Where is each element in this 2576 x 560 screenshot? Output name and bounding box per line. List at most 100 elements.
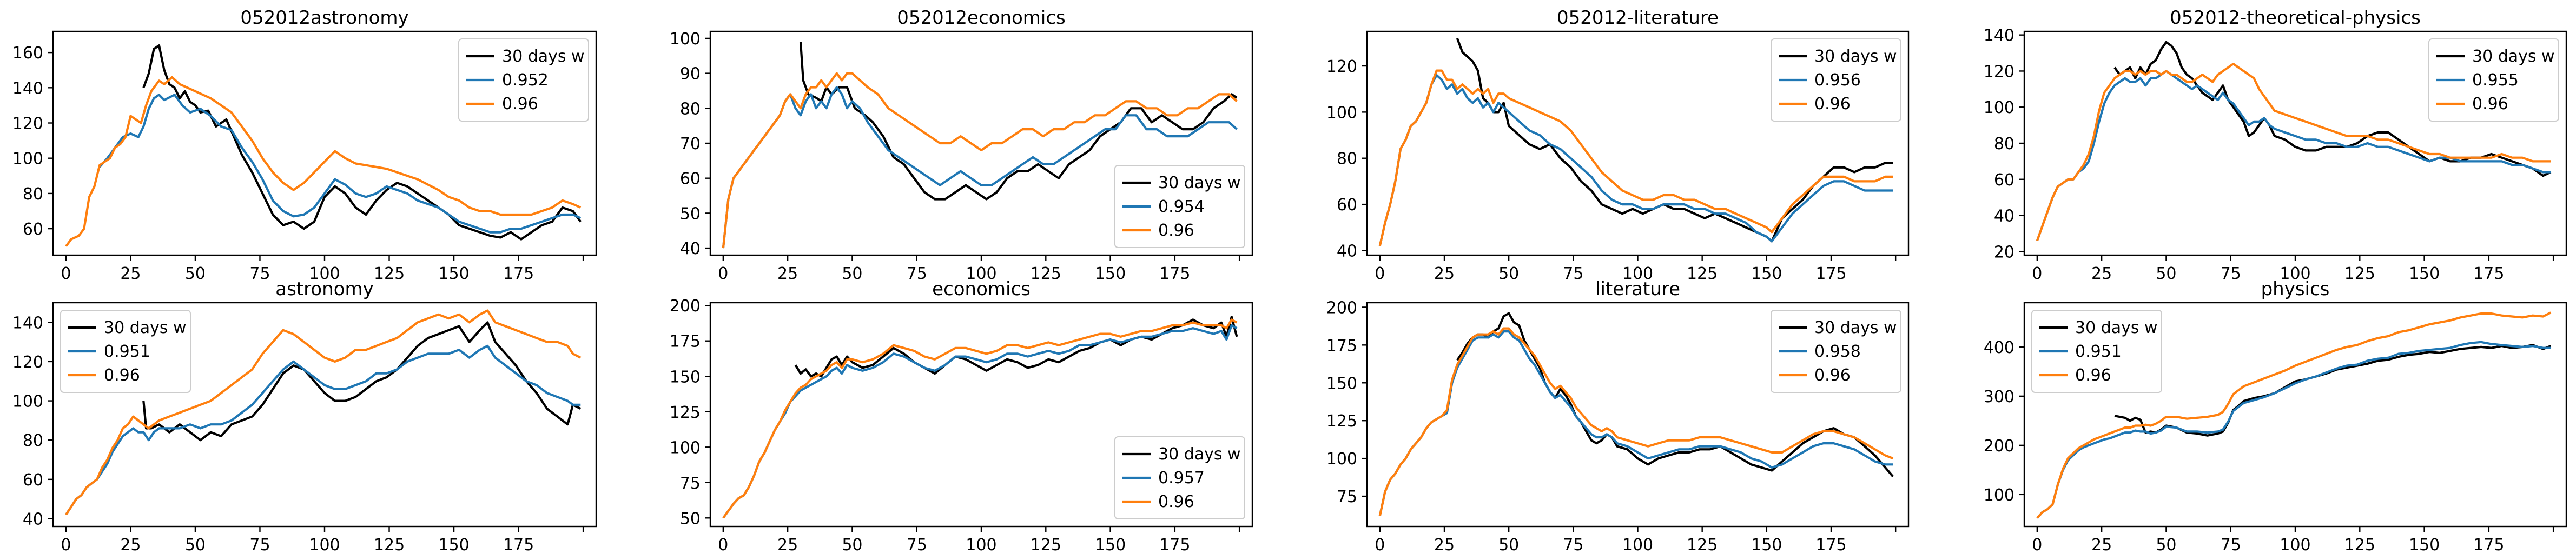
x-tick-label: 150: [1751, 536, 1782, 555]
x-tick-label: 100: [2280, 264, 2310, 283]
y-tick-label: 70: [680, 135, 701, 154]
series-line-0-96: [2036, 311, 2552, 519]
y-tick-label: 40: [23, 510, 43, 529]
subplot-title: economics: [932, 278, 1031, 300]
x-tick-label: 75: [1563, 264, 1583, 283]
x-tick-label: 25: [1434, 264, 1455, 283]
legend-label: 0.951: [104, 342, 150, 361]
x-tick-label: 0: [61, 536, 71, 555]
legend: 30 days w 0.954 0.96: [1114, 165, 1245, 248]
y-tick-label: 140: [12, 79, 43, 98]
legend-box: [1114, 436, 1245, 519]
legend-box: [1771, 310, 1901, 393]
y-tick-label: 120: [1984, 62, 2014, 81]
y-tick-label: 100: [670, 30, 701, 49]
legend-label: 0.96: [104, 366, 140, 385]
series-line-0-96: [2036, 63, 2551, 242]
subplot-7: literature 0 25 50 75 100 125 150 175 75 100 125 150…: [1326, 278, 1910, 555]
legend-label: 0.96: [2472, 95, 2508, 114]
legend-label: 0.956: [1814, 71, 1861, 90]
x-tick-label: 50: [842, 264, 862, 283]
y-tick-label: 90: [680, 65, 701, 84]
y-tick-label: 200: [1984, 437, 2014, 456]
x-tick-label: 25: [777, 536, 798, 555]
x-tick-label: 175: [1159, 536, 1190, 555]
y-tick-label: 60: [23, 220, 43, 239]
x-tick-label: 75: [2221, 536, 2241, 555]
y-tick-label: 120: [12, 115, 43, 134]
legend-box: [458, 38, 589, 122]
y-tick-label: 140: [1984, 26, 2014, 45]
x-tick-label: 0: [718, 264, 728, 283]
subplot-title: 052012economics: [897, 7, 1066, 29]
x-tick-label: 175: [1815, 264, 1846, 283]
x-tick-label: 150: [2409, 264, 2440, 283]
x-tick-label: 150: [438, 264, 469, 283]
x-tick-label: 75: [2221, 264, 2241, 283]
legend-label: 30 days w: [2472, 47, 2555, 66]
legend-label: 0.96: [1814, 366, 1851, 385]
legend-box: [1771, 38, 1901, 122]
x-tick-label: 25: [777, 264, 798, 283]
x-tick-label: 125: [1031, 536, 1061, 555]
x-tick-label: 175: [2473, 264, 2504, 283]
x-tick-label: 175: [2473, 536, 2504, 555]
x-tick-label: 50: [2156, 264, 2176, 283]
series-line-30-days-w: [142, 44, 582, 241]
y-tick-label: 50: [680, 204, 701, 223]
legend-label: 0.96: [1158, 221, 1194, 240]
legend-label: 0.96: [1814, 95, 1851, 114]
series-line-0-96: [722, 72, 1238, 249]
y-tick-label: 400: [1984, 338, 2014, 357]
legend: 30 days w 0.957 0.96: [1114, 436, 1245, 519]
y-tick-label: 125: [670, 403, 701, 422]
x-tick-label: 50: [1498, 536, 1519, 555]
y-tick-label: 200: [1326, 298, 1357, 317]
y-tick-label: 100: [670, 438, 701, 457]
x-tick-label: 125: [374, 536, 405, 555]
series-line-30-days-w: [794, 316, 1238, 378]
y-tick-label: 60: [1994, 171, 2014, 190]
x-tick-label: 0: [1375, 536, 1385, 555]
legend-box: [2031, 310, 2162, 393]
x-tick-label: 75: [249, 536, 270, 555]
y-tick-label: 140: [12, 314, 43, 332]
x-tick-label: 50: [2156, 536, 2176, 555]
series-line-0-96: [1378, 69, 1893, 246]
x-tick-label: 100: [1622, 536, 1653, 555]
x-tick-label: 0: [2032, 536, 2042, 555]
y-tick-label: 100: [12, 392, 43, 411]
legend: 30 days w 0.956 0.96: [1771, 38, 1901, 122]
x-tick-label: 100: [309, 536, 340, 555]
legend: 30 days w 0.952 0.96: [458, 38, 589, 122]
x-tick-label: 150: [438, 536, 469, 555]
x-tick-label: 150: [1095, 264, 1126, 283]
subplot-3: 052012-literature 0 25 50 75 100 125 150 175 40 60…: [1326, 7, 1910, 283]
x-tick-label: 150: [2409, 536, 2440, 555]
x-tick-label: 100: [309, 264, 340, 283]
x-tick-label: 25: [120, 536, 141, 555]
subplot-title: 052012-literature: [1557, 7, 1719, 29]
y-tick-label: 80: [1994, 135, 2014, 154]
x-tick-label: 125: [2344, 264, 2375, 283]
x-tick-label: 75: [249, 264, 270, 283]
y-tick-label: 80: [23, 185, 43, 204]
x-tick-label: 25: [120, 264, 141, 283]
x-tick-label: 75: [907, 536, 927, 555]
legend-label: 0.96: [502, 95, 538, 114]
x-tick-label: 0: [61, 264, 71, 283]
legend-label: 0.958: [1814, 342, 1861, 361]
y-tick-label: 80: [680, 99, 701, 118]
x-tick-label: 175: [503, 536, 534, 555]
x-tick-label: 75: [907, 264, 927, 283]
legend-box: [1114, 165, 1245, 248]
legend-label: 0.96: [1158, 492, 1194, 511]
y-tick-label: 40: [1337, 242, 1357, 261]
legend-label: 0.957: [1158, 469, 1205, 488]
legend: 30 days w 0.958 0.96: [1771, 310, 1901, 393]
series-line-0-951: [2036, 341, 2551, 519]
series-line-0-96: [722, 318, 1238, 519]
x-tick-label: 50: [185, 264, 206, 283]
x-tick-label: 50: [1498, 264, 1519, 283]
subplot-title: physics: [2261, 278, 2330, 300]
